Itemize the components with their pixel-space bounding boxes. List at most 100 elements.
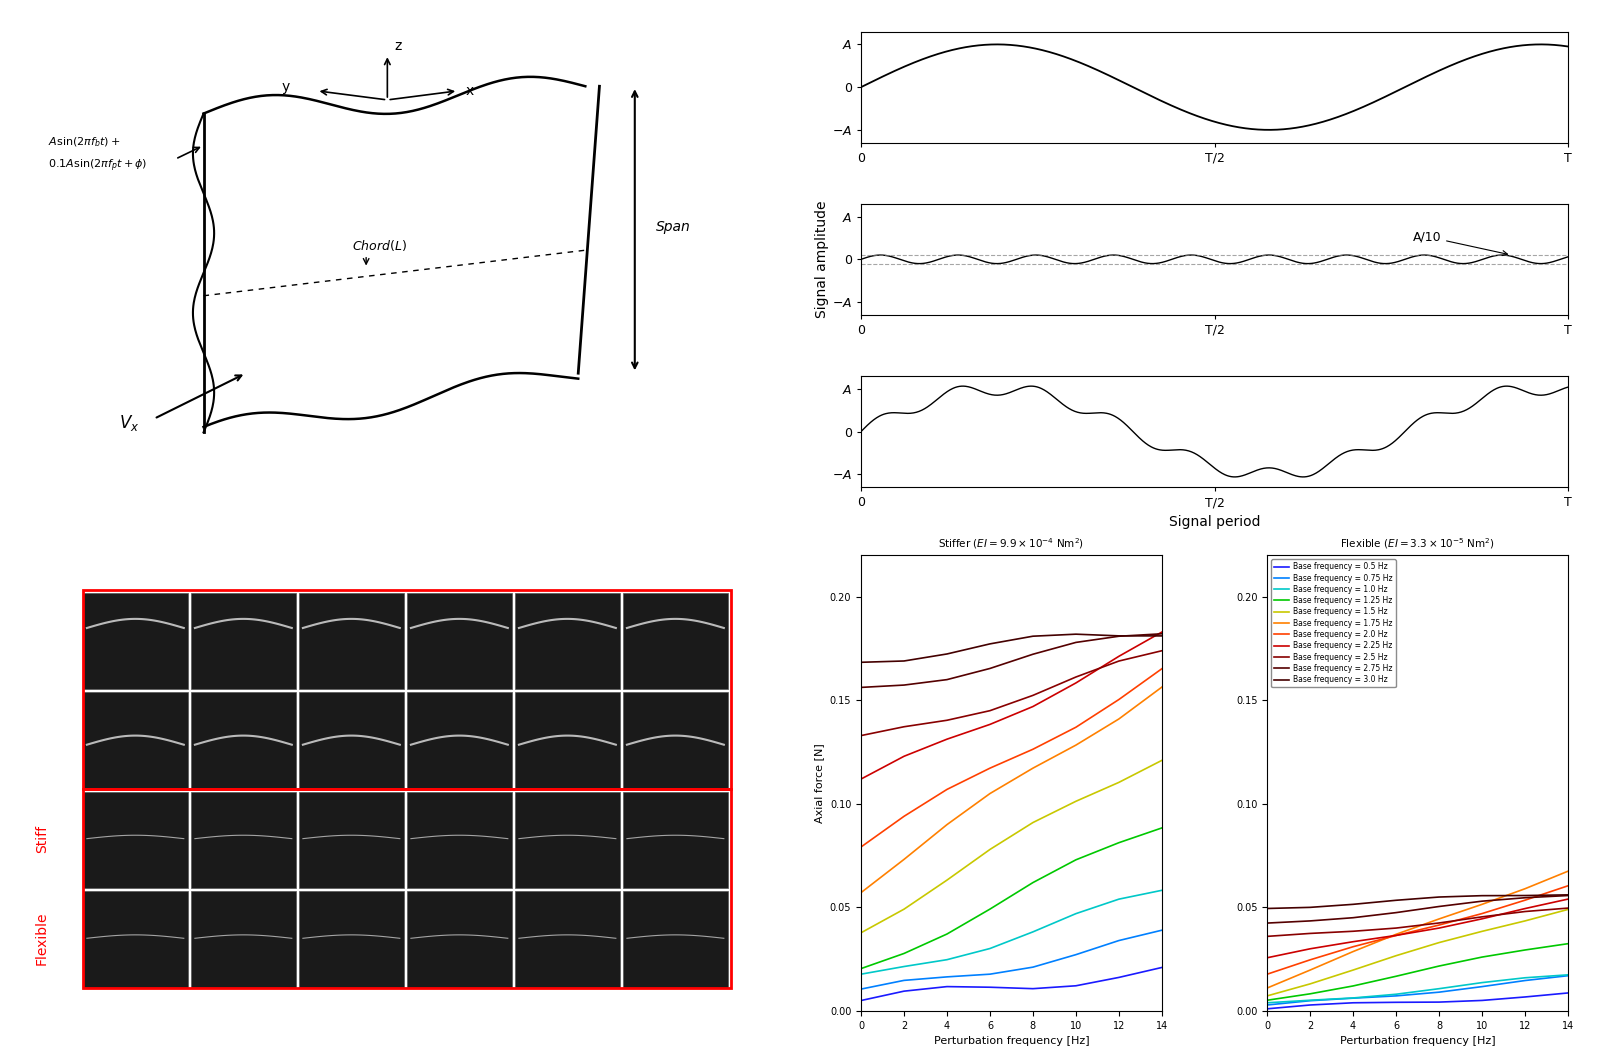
Bar — [83, 692, 189, 789]
Base frequency = 3.0 Hz — [938, 648, 957, 660]
Base frequency = 1.75 Hz — [1024, 761, 1043, 774]
Base frequency = 1.5 Hz — [1344, 963, 1363, 976]
Base frequency = 0.75 Hz — [1429, 986, 1448, 998]
Base frequency = 1.25 Hz — [1387, 970, 1406, 982]
X-axis label: Signal period: Signal period — [1168, 515, 1261, 529]
Bar — [408, 692, 512, 789]
Base frequency = 2.0 Hz — [1387, 929, 1406, 941]
Line: Base frequency = 2.25 Hz: Base frequency = 2.25 Hz — [1267, 899, 1568, 958]
Base frequency = 1.5 Hz — [981, 843, 1000, 856]
Base frequency = 1.0 Hz — [851, 968, 870, 980]
Base frequency = 0.75 Hz — [1387, 990, 1406, 1002]
Bar — [515, 892, 621, 988]
Base frequency = 0.5 Hz — [1344, 996, 1363, 1009]
Base frequency = 1.0 Hz — [1066, 908, 1085, 920]
Bar — [83, 789, 731, 988]
Base frequency = 0.75 Hz — [1558, 970, 1578, 982]
Base frequency = 0.5 Hz — [1258, 1002, 1277, 1015]
Base frequency = 2.5 Hz — [938, 714, 957, 727]
Base frequency = 1.25 Hz — [1515, 943, 1534, 956]
Base frequency = 1.75 Hz — [894, 853, 914, 866]
Base frequency = 1.5 Hz — [1515, 915, 1534, 928]
Base frequency = 2.0 Hz — [1472, 908, 1491, 920]
Base frequency = 1.0 Hz — [1152, 883, 1171, 896]
Bar — [624, 892, 728, 988]
Base frequency = 0.75 Hz — [1472, 980, 1491, 993]
Base frequency = 1.75 Hz — [1558, 865, 1578, 877]
Base frequency = 1.75 Hz — [1429, 913, 1448, 926]
Base frequency = 2.5 Hz — [981, 704, 1000, 717]
Base frequency = 2.0 Hz — [981, 761, 1000, 774]
Text: $0.1A\sin(2\pi f_p t+\phi)$: $0.1A\sin(2\pi f_p t+\phi)$ — [48, 158, 147, 174]
Bar — [515, 692, 621, 789]
Base frequency = 2.75 Hz — [1429, 900, 1448, 913]
Bar — [624, 692, 728, 789]
Base frequency = 2.25 Hz — [1344, 935, 1363, 948]
Base frequency = 1.25 Hz — [894, 947, 914, 959]
Base frequency = 0.75 Hz — [1301, 994, 1320, 1007]
Base frequency = 0.75 Hz — [1024, 960, 1043, 973]
Base frequency = 2.5 Hz — [1387, 921, 1406, 934]
Line: Base frequency = 2.75 Hz: Base frequency = 2.75 Hz — [1267, 895, 1568, 923]
Base frequency = 2.75 Hz — [938, 673, 957, 686]
Base frequency = 1.0 Hz — [1344, 992, 1363, 1005]
Base frequency = 3.0 Hz — [1344, 898, 1363, 911]
Base frequency = 2.75 Hz — [1024, 648, 1043, 660]
Bar — [83, 892, 189, 988]
Bar — [192, 892, 296, 988]
Base frequency = 2.25 Hz — [851, 773, 870, 786]
Line: Base frequency = 0.75 Hz: Base frequency = 0.75 Hz — [1267, 976, 1568, 1005]
Base frequency = 1.25 Hz — [1152, 821, 1171, 834]
Base frequency = 1.5 Hz — [1024, 816, 1043, 829]
Base frequency = 0.5 Hz — [1558, 987, 1578, 999]
Base frequency = 2.0 Hz — [1066, 721, 1085, 734]
Base frequency = 1.5 Hz — [1258, 990, 1277, 1002]
Text: (d): (d) — [64, 909, 77, 918]
Bar — [299, 692, 405, 789]
Base frequency = 1.25 Hz — [938, 928, 957, 940]
Base frequency = 1.5 Hz — [1558, 903, 1578, 916]
Base frequency = 2.0 Hz — [1109, 693, 1128, 706]
Base frequency = 1.5 Hz — [1387, 950, 1406, 962]
Base frequency = 3.0 Hz — [1024, 630, 1043, 642]
Base frequency = 0.5 Hz — [1472, 994, 1491, 1007]
Base frequency = 2.25 Hz — [1152, 625, 1171, 638]
Base frequency = 2.75 Hz — [851, 681, 870, 694]
Bar — [192, 692, 296, 789]
Bar — [408, 892, 512, 988]
Base frequency = 0.5 Hz — [1387, 996, 1406, 1009]
Text: Stiff: Stiff — [35, 824, 50, 853]
Text: Flexible: Flexible — [35, 912, 50, 965]
Bar — [83, 590, 731, 789]
Bar — [299, 593, 405, 690]
Base frequency = 2.0 Hz — [851, 840, 870, 853]
Base frequency = 1.75 Hz — [981, 788, 1000, 800]
Base frequency = 2.25 Hz — [1558, 893, 1578, 906]
Base frequency = 0.75 Hz — [938, 971, 957, 984]
Line: Base frequency = 1.75 Hz: Base frequency = 1.75 Hz — [861, 688, 1162, 893]
Base frequency = 2.75 Hz — [1152, 628, 1171, 640]
Base frequency = 2.0 Hz — [1344, 940, 1363, 953]
Base frequency = 2.0 Hz — [1301, 954, 1320, 967]
Base frequency = 2.25 Hz — [1024, 700, 1043, 713]
Bar — [408, 593, 512, 690]
Base frequency = 2.5 Hz — [1024, 689, 1043, 701]
Base frequency = 1.0 Hz — [1258, 996, 1277, 1009]
Base frequency = 2.25 Hz — [1109, 650, 1128, 662]
Base frequency = 1.25 Hz — [1301, 988, 1320, 1000]
Line: Base frequency = 2.75 Hz: Base frequency = 2.75 Hz — [861, 634, 1162, 688]
Y-axis label: Axial force [N]: Axial force [N] — [814, 743, 824, 823]
Base frequency = 1.25 Hz — [981, 902, 1000, 915]
Base frequency = 0.75 Hz — [1515, 974, 1534, 987]
Y-axis label: Signal amplitude: Signal amplitude — [814, 200, 829, 318]
Base frequency = 1.75 Hz — [1258, 981, 1277, 994]
Base frequency = 3.0 Hz — [1301, 901, 1320, 914]
Text: (b): (b) — [64, 709, 77, 719]
Base frequency = 2.75 Hz — [1387, 907, 1406, 919]
Bar — [299, 792, 405, 889]
Bar — [515, 593, 621, 690]
Text: Span: Span — [656, 220, 691, 235]
Base frequency = 3.0 Hz — [1472, 890, 1491, 902]
Text: x: x — [466, 84, 474, 98]
Base frequency = 3.0 Hz — [1515, 889, 1534, 901]
